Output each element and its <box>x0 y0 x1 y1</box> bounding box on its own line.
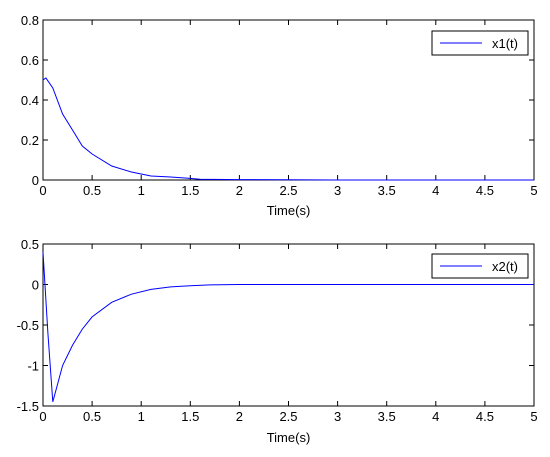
x1-plot-series <box>42 77 534 181</box>
x1-plot-y-ticks: 0 0.2 0.4 0.6 0.8 <box>21 13 534 188</box>
x1-x-tick-label: 3.5 <box>378 183 396 198</box>
x2-legend: x2(t) <box>431 253 529 279</box>
x2-legend-label: x2(t) <box>492 259 518 274</box>
x2-series-line <box>42 252 534 403</box>
x1-x-tick-label: 4.5 <box>476 183 494 198</box>
x1-plot: 0 0.5 1 1.5 2 2.5 3 3.5 4 4.5 5 0 0.2 0.4 0.6 0.8 Time… <box>21 13 538 218</box>
x2-x-tick-label: 4.5 <box>476 409 494 424</box>
x1-y-tick-label: 0.4 <box>21 93 39 108</box>
x1-legend-label: x1(t) <box>492 36 518 51</box>
x1-plot-x-ticks: 0 0.5 1 1.5 2 2.5 3 3.5 4 4.5 5 <box>39 20 538 198</box>
x2-y-tick-label: 0 <box>32 278 39 293</box>
x1-x-tick-label: 0.5 <box>83 183 101 198</box>
x2-x-tick-label: 5 <box>530 409 537 424</box>
x1-y-tick-label: 0.6 <box>21 53 39 68</box>
x2-x-tick-label: 3.5 <box>378 409 396 424</box>
x1-x-tick-label: 2.5 <box>279 183 297 198</box>
x1-plot-x-axis-label: Time(s) <box>267 203 311 218</box>
x2-plot-x-ticks: 0 0.5 1 1.5 2 2.5 3 3.5 4 4.5 5 <box>39 244 538 424</box>
x2-x-tick-label: 1 <box>138 409 145 424</box>
x1-y-tick-label: 0.2 <box>21 133 39 148</box>
x1-y-tick-label: 0 <box>32 173 39 188</box>
x2-x-tick-label: 0.5 <box>83 409 101 424</box>
x2-x-tick-label: 2 <box>236 409 243 424</box>
x2-x-tick-label: 2.5 <box>279 409 297 424</box>
x2-x-tick-label: 4 <box>432 409 439 424</box>
x1-x-tick-label: 4 <box>432 183 439 198</box>
x1-x-tick-label: 1.5 <box>181 183 199 198</box>
x2-x-tick-label: 3 <box>334 409 341 424</box>
x1-series-line <box>42 77 534 181</box>
x2-y-tick-label: -1.5 <box>17 399 39 414</box>
x1-x-tick-label: 0 <box>39 183 46 198</box>
x2-x-tick-label: 0 <box>39 409 46 424</box>
x1-x-tick-label: 5 <box>530 183 537 198</box>
x2-x-tick-label: 1.5 <box>181 409 199 424</box>
x2-y-tick-label: 0.5 <box>21 237 39 252</box>
x1-x-tick-label: 1 <box>138 183 145 198</box>
x2-plot-y-ticks: -1.5 -1 -0.5 0 0.5 <box>17 237 534 414</box>
x1-x-tick-label: 2 <box>236 183 243 198</box>
x1-x-tick-label: 3 <box>334 183 341 198</box>
x2-plot-series <box>42 252 534 403</box>
x2-plot: 0 0.5 1 1.5 2 2.5 3 3.5 4 4.5 5 -1.5 -1 -0.5 0 0.5 Tim… <box>17 237 538 445</box>
x2-y-tick-label: -1 <box>27 359 39 374</box>
x2-y-tick-label: -0.5 <box>17 318 39 333</box>
x1-legend: x1(t) <box>431 30 529 56</box>
x1-y-tick-label: 0.8 <box>21 13 39 28</box>
x2-plot-x-axis-label: Time(s) <box>267 430 311 445</box>
